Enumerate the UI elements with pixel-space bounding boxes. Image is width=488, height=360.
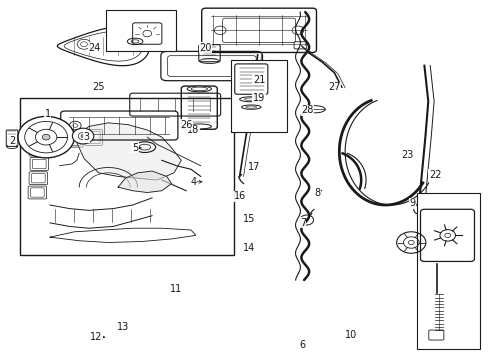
Text: 4: 4 bbox=[190, 177, 196, 187]
Text: 24: 24 bbox=[88, 43, 101, 53]
Bar bbox=[20, 98, 233, 255]
Text: 3: 3 bbox=[83, 132, 89, 142]
Text: 18: 18 bbox=[187, 125, 199, 135]
Text: 10: 10 bbox=[345, 330, 357, 341]
Text: 7: 7 bbox=[299, 218, 305, 228]
Text: 8: 8 bbox=[314, 188, 320, 198]
Text: 9: 9 bbox=[408, 198, 414, 208]
Text: 15: 15 bbox=[243, 214, 255, 224]
Text: 13: 13 bbox=[117, 322, 129, 332]
Text: 21: 21 bbox=[252, 75, 264, 85]
Text: 28: 28 bbox=[301, 105, 313, 115]
Text: 12: 12 bbox=[90, 332, 102, 342]
Text: 17: 17 bbox=[247, 162, 260, 172]
Text: 22: 22 bbox=[428, 170, 441, 180]
Bar bbox=[416, 193, 479, 348]
Text: 1: 1 bbox=[44, 109, 51, 119]
Text: 2: 2 bbox=[9, 136, 15, 146]
Ellipse shape bbox=[187, 86, 211, 92]
Polygon shape bbox=[74, 123, 181, 180]
Bar bbox=[106, 10, 176, 51]
Circle shape bbox=[407, 240, 413, 245]
Text: 19: 19 bbox=[252, 93, 264, 103]
Circle shape bbox=[72, 128, 94, 144]
Bar bbox=[230, 60, 286, 132]
Text: 27: 27 bbox=[327, 82, 340, 92]
Text: 5: 5 bbox=[132, 143, 138, 153]
Text: 25: 25 bbox=[92, 82, 104, 92]
Circle shape bbox=[444, 233, 450, 238]
Text: 14: 14 bbox=[243, 243, 255, 253]
Ellipse shape bbox=[187, 124, 211, 129]
Circle shape bbox=[18, 116, 74, 158]
FancyBboxPatch shape bbox=[201, 8, 316, 53]
Polygon shape bbox=[118, 171, 171, 193]
Text: 16: 16 bbox=[233, 191, 245, 201]
Text: 26: 26 bbox=[180, 120, 192, 130]
Text: 11: 11 bbox=[170, 284, 182, 294]
Text: 20: 20 bbox=[199, 43, 211, 53]
Circle shape bbox=[81, 135, 85, 138]
Text: 6: 6 bbox=[299, 340, 305, 350]
Circle shape bbox=[42, 134, 50, 140]
Text: 23: 23 bbox=[400, 150, 413, 160]
